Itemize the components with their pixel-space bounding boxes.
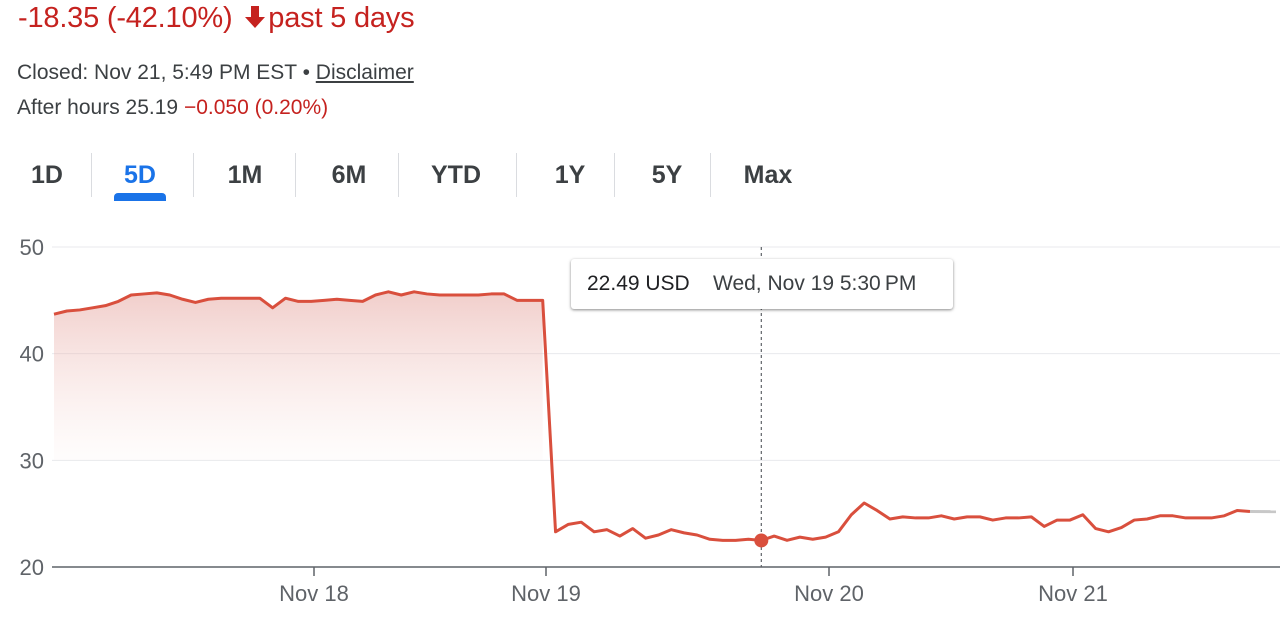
price-line: [53, 290, 1251, 542]
tab-5d[interactable]: 5D: [124, 161, 156, 189]
active-tab-indicator: [114, 193, 166, 201]
tab-ytd[interactable]: YTD: [431, 161, 481, 189]
tab-1m[interactable]: 1M: [227, 161, 263, 189]
tab-divider: [193, 153, 194, 197]
tab-divider: [710, 153, 711, 197]
y-tick-label: 40: [20, 342, 44, 367]
highlight-point: [754, 533, 769, 548]
area-fill: [54, 291, 543, 461]
price-tooltip: 22.49 USD Wed, Nov 19 5:30 PM: [571, 259, 953, 309]
after-hours-change: −0.050 (0.20%): [183, 96, 329, 119]
tab-divider: [614, 153, 615, 197]
y-tick-label: 30: [20, 448, 44, 473]
price-change-value: -18.35 (-42.10%): [18, 2, 233, 34]
price-chart[interactable]: 50 40 30 20 Nov 18 Nov 19 Nov 20 Nov 21: [0, 230, 1280, 629]
y-tick-label: 50: [20, 235, 44, 260]
x-tick-label: Nov 21: [1038, 581, 1108, 606]
tab-divider: [295, 153, 296, 197]
tab-divider: [398, 153, 399, 197]
market-status-text: Closed: Nov 21, 5:49 PM EST •: [17, 61, 316, 84]
x-tick-label: Nov 20: [794, 581, 864, 606]
tab-divider: [91, 153, 92, 197]
tab-1y[interactable]: 1Y: [554, 161, 586, 189]
arrow-down-icon: [244, 4, 266, 37]
time-range-tabs: 1D 5D 1M 6M YTD 1Y 5Y Max: [0, 148, 820, 204]
disclaimer-link[interactable]: Disclaimer: [315, 61, 414, 84]
tooltip-time: Wed, Nov 19 5:30 PM: [713, 272, 917, 295]
x-tick-label: Nov 19: [511, 581, 581, 606]
tab-5y[interactable]: 5Y: [651, 161, 683, 189]
after-hours-info: After hours 25.19 −0.050 (0.20%): [17, 96, 328, 120]
after-hours-label: After hours 25.19: [17, 96, 184, 119]
x-tick-label: Nov 18: [279, 581, 349, 606]
tooltip-price: 22.49 USD: [587, 272, 690, 295]
tab-6m[interactable]: 6M: [331, 161, 367, 189]
market-status: Closed: Nov 21, 5:49 PM EST • Disclaimer: [17, 61, 414, 85]
period-label: past 5 days: [268, 2, 415, 34]
price-change-summary: -18.35 (-42.10%) past 5 days: [18, 2, 415, 37]
tab-1d[interactable]: 1D: [31, 161, 63, 189]
tab-divider: [516, 153, 517, 197]
tab-max[interactable]: Max: [743, 161, 793, 189]
y-tick-label: 20: [20, 555, 44, 580]
